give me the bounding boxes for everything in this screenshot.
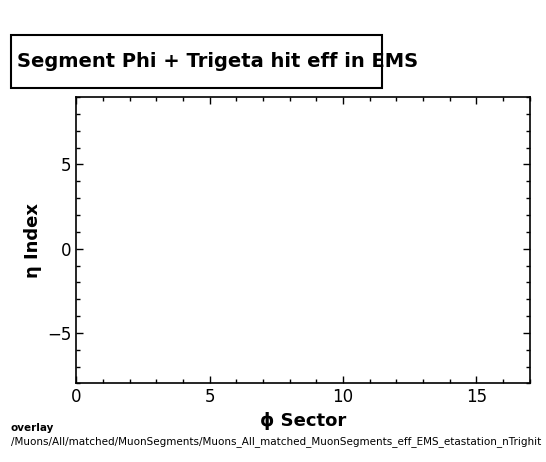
Y-axis label: η Index: η Index [23,203,41,278]
X-axis label: ϕ Sector: ϕ Sector [260,412,346,430]
Text: /Muons/All/matched/MuonSegments/Muons_All_matched_MuonSegments_eff_EMS_etastatio: /Muons/All/matched/MuonSegments/Muons_Al… [11,437,541,448]
Text: Segment Phi + Trigeta hit eff in EMS: Segment Phi + Trigeta hit eff in EMS [17,52,419,71]
Text: overlay: overlay [11,423,54,433]
